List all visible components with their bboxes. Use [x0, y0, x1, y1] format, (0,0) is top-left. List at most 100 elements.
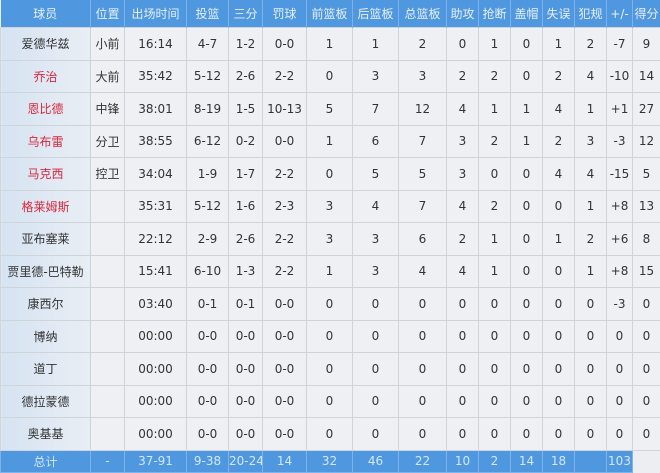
stat-cell: -15: [607, 158, 633, 191]
stat-cell: 1-6: [229, 190, 263, 223]
stat-cell: 0: [511, 223, 543, 256]
stat-cell: 0: [543, 255, 575, 288]
player-name[interactable]: 康西尔: [1, 288, 91, 321]
column-header[interactable]: 犯规: [575, 0, 607, 28]
player-name[interactable]: 乔治: [1, 60, 91, 93]
stat-cell: [91, 255, 125, 288]
player-name[interactable]: 爱德华兹: [1, 28, 91, 61]
column-header[interactable]: 投篮: [187, 0, 229, 28]
header-row: 球员位置出场时间投篮三分罚球前篮板后篮板总篮板助攻抢断盖帽失误犯规+/-得分: [1, 0, 660, 28]
stat-cell: +8: [607, 190, 633, 223]
stat-cell: 4: [543, 158, 575, 191]
stat-cell: 0: [307, 385, 353, 418]
player-name[interactable]: 格莱姆斯: [1, 190, 91, 223]
stat-cell: 0: [307, 418, 353, 451]
stat-cell: 35:31: [125, 190, 187, 223]
player-name[interactable]: 博纳: [1, 320, 91, 353]
stat-cell: 1: [479, 93, 511, 126]
stat-cell: 0: [607, 320, 633, 353]
stat-cell: 12: [633, 125, 660, 158]
stat-cell: 0: [633, 353, 660, 386]
column-header[interactable]: 总篮板: [399, 0, 447, 28]
stat-cell: 1-2: [229, 28, 263, 61]
total-cell: 20-24: [229, 450, 263, 472]
player-name[interactable]: 奥基基: [1, 418, 91, 451]
stat-cell: 22:12: [125, 223, 187, 256]
column-header[interactable]: 得分: [633, 0, 660, 28]
stat-cell: 0: [543, 320, 575, 353]
column-header[interactable]: 位置: [91, 0, 125, 28]
total-cell: 103: [607, 450, 633, 472]
stat-cell: 0-0: [263, 125, 307, 158]
stat-cell: 0: [633, 320, 660, 353]
column-header[interactable]: 前篮板: [307, 0, 353, 28]
column-header[interactable]: 后篮板: [353, 0, 399, 28]
stat-cell: 2: [543, 60, 575, 93]
stat-cell: 38:55: [125, 125, 187, 158]
stat-cell: 3: [447, 125, 479, 158]
column-header[interactable]: 三分: [229, 0, 263, 28]
stat-cell: 0: [353, 385, 399, 418]
stat-cell: 6-12: [187, 125, 229, 158]
player-name[interactable]: 乌布雷: [1, 125, 91, 158]
stat-cell: 2-2: [263, 60, 307, 93]
stat-cell: 0: [575, 385, 607, 418]
stat-cell: 3: [307, 223, 353, 256]
stat-cell: 0: [511, 385, 543, 418]
stat-cell: 1: [307, 28, 353, 61]
stat-cell: 0-0: [229, 418, 263, 451]
stat-cell: 2: [479, 190, 511, 223]
stat-cell: [91, 223, 125, 256]
column-header[interactable]: 罚球: [263, 0, 307, 28]
stat-cell: 0-0: [229, 353, 263, 386]
stat-cell: 0: [399, 288, 447, 321]
player-name[interactable]: 马克西: [1, 158, 91, 191]
stat-cell: 0: [399, 385, 447, 418]
player-name[interactable]: 恩比德: [1, 93, 91, 126]
stat-cell: 0: [307, 320, 353, 353]
column-header[interactable]: 助攻: [447, 0, 479, 28]
stat-cell: 2-2: [263, 158, 307, 191]
stat-cell: 1-7: [229, 158, 263, 191]
stat-cell: 0: [307, 60, 353, 93]
stat-cell: 1: [511, 93, 543, 126]
stat-cell: 13: [633, 190, 660, 223]
stat-cell: 0: [511, 158, 543, 191]
stat-cell: 4: [575, 158, 607, 191]
stat-cell: 0: [607, 385, 633, 418]
stat-cell: 0: [607, 353, 633, 386]
column-header[interactable]: 盖帽: [511, 0, 543, 28]
player-name[interactable]: 亚布塞莱: [1, 223, 91, 256]
stat-cell: 0: [511, 288, 543, 321]
column-header[interactable]: +/-: [607, 0, 633, 28]
stat-cell: 1: [479, 223, 511, 256]
column-header[interactable]: 失误: [543, 0, 575, 28]
stat-cell: 5-12: [187, 190, 229, 223]
stat-cell: 4: [447, 255, 479, 288]
stat-cell: 0-0: [187, 353, 229, 386]
stat-cell: 0: [307, 158, 353, 191]
stat-cell: 0-1: [187, 288, 229, 321]
stat-cell: [91, 385, 125, 418]
column-header[interactable]: 出场时间: [125, 0, 187, 28]
stat-cell: 3: [447, 158, 479, 191]
stat-cell: 0-1: [229, 288, 263, 321]
stat-cell: 0-0: [263, 28, 307, 61]
stat-cell: 控卫: [91, 158, 125, 191]
player-name[interactable]: 道丁: [1, 353, 91, 386]
player-name[interactable]: 贾里德-巴特勒: [1, 255, 91, 288]
total-cell: 46: [353, 450, 399, 472]
stat-cell: 1-9: [187, 158, 229, 191]
column-header[interactable]: 抢断: [479, 0, 511, 28]
stat-cell: 0: [511, 255, 543, 288]
stat-cell: 0: [447, 385, 479, 418]
stat-cell: 00:00: [125, 353, 187, 386]
column-header[interactable]: 球员: [1, 0, 91, 28]
player-name[interactable]: 德拉蒙德: [1, 385, 91, 418]
